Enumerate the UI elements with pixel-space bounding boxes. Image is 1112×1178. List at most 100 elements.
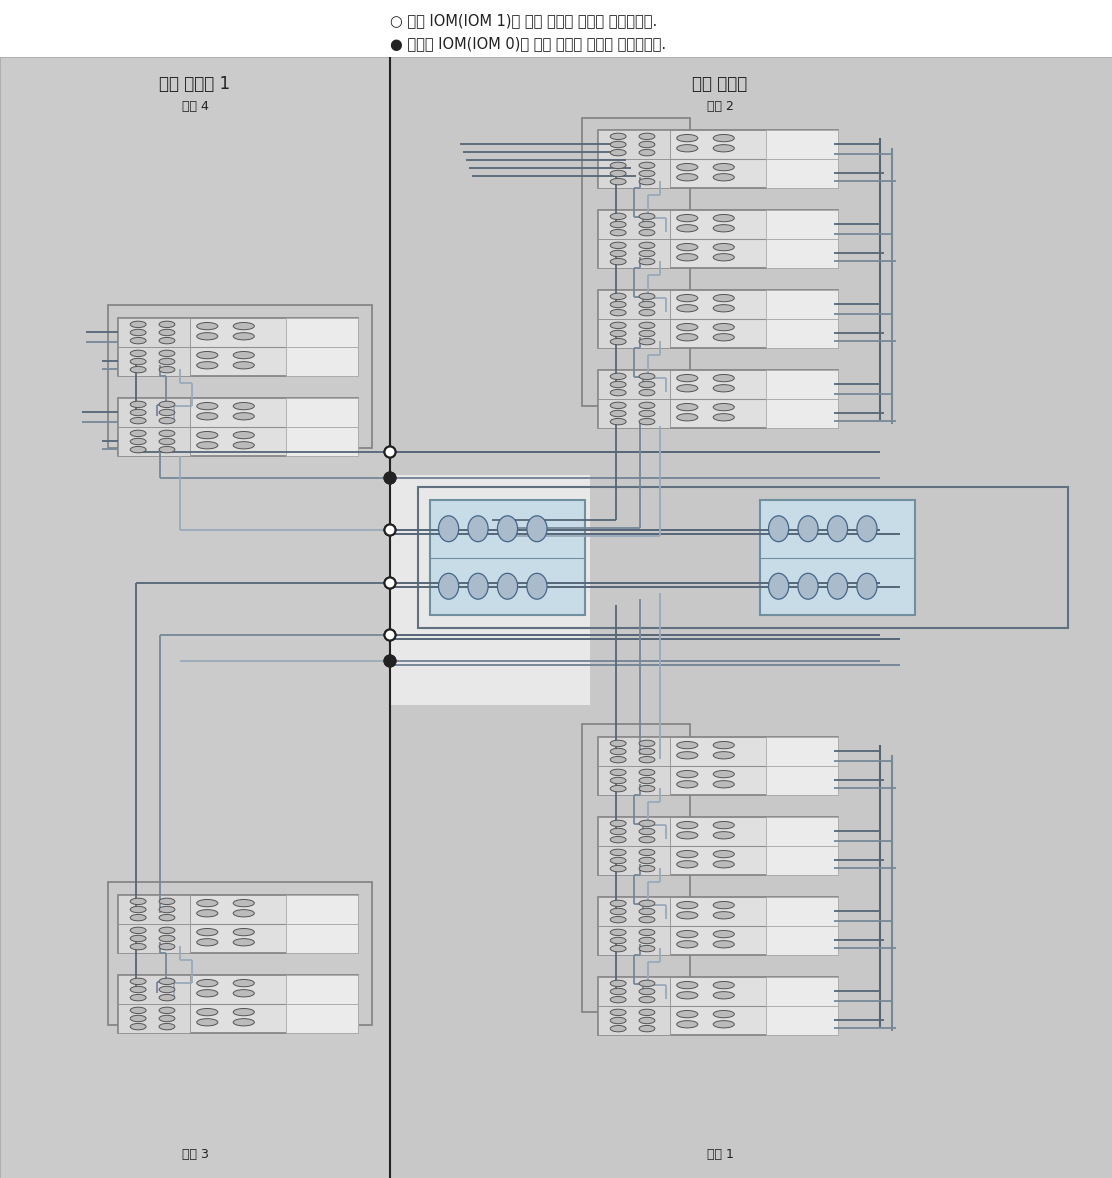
Ellipse shape bbox=[159, 1015, 175, 1021]
Ellipse shape bbox=[713, 385, 734, 392]
Bar bbox=[390, 57, 1112, 1178]
Ellipse shape bbox=[677, 253, 698, 260]
Ellipse shape bbox=[610, 390, 626, 396]
Ellipse shape bbox=[234, 939, 255, 946]
Ellipse shape bbox=[639, 230, 655, 236]
Ellipse shape bbox=[497, 516, 517, 542]
Ellipse shape bbox=[639, 938, 655, 944]
Bar bbox=[598, 239, 671, 269]
Ellipse shape bbox=[713, 214, 734, 221]
Ellipse shape bbox=[713, 1020, 734, 1028]
Ellipse shape bbox=[159, 358, 175, 365]
Ellipse shape bbox=[639, 338, 655, 345]
Ellipse shape bbox=[713, 901, 734, 908]
Ellipse shape bbox=[610, 1018, 626, 1024]
Ellipse shape bbox=[639, 997, 655, 1002]
Ellipse shape bbox=[639, 382, 655, 388]
Bar bbox=[766, 319, 838, 348]
Ellipse shape bbox=[639, 171, 655, 177]
Bar bbox=[118, 895, 190, 924]
Ellipse shape bbox=[130, 986, 146, 993]
Ellipse shape bbox=[159, 994, 175, 1001]
Bar bbox=[598, 210, 671, 239]
Ellipse shape bbox=[857, 516, 877, 542]
Ellipse shape bbox=[610, 786, 626, 792]
Ellipse shape bbox=[677, 851, 698, 858]
Bar bbox=[766, 399, 838, 428]
Ellipse shape bbox=[713, 404, 734, 411]
Ellipse shape bbox=[130, 417, 146, 424]
Ellipse shape bbox=[159, 322, 175, 327]
Bar bbox=[108, 882, 373, 1025]
Ellipse shape bbox=[610, 756, 626, 763]
Ellipse shape bbox=[677, 901, 698, 908]
Ellipse shape bbox=[610, 858, 626, 863]
Ellipse shape bbox=[610, 410, 626, 417]
Ellipse shape bbox=[130, 1015, 146, 1021]
Bar bbox=[286, 1004, 358, 1033]
Ellipse shape bbox=[130, 446, 146, 452]
Ellipse shape bbox=[159, 986, 175, 993]
Ellipse shape bbox=[677, 173, 698, 181]
Bar bbox=[286, 348, 358, 376]
Ellipse shape bbox=[197, 323, 218, 330]
Ellipse shape bbox=[639, 1025, 655, 1032]
Bar bbox=[118, 924, 190, 953]
Ellipse shape bbox=[234, 412, 255, 419]
Ellipse shape bbox=[130, 430, 146, 437]
Ellipse shape bbox=[159, 330, 175, 336]
Ellipse shape bbox=[639, 1018, 655, 1024]
Ellipse shape bbox=[677, 992, 698, 999]
Ellipse shape bbox=[639, 740, 655, 747]
Ellipse shape bbox=[234, 323, 255, 330]
Ellipse shape bbox=[610, 302, 626, 307]
Ellipse shape bbox=[713, 294, 734, 302]
Bar bbox=[598, 399, 671, 428]
Ellipse shape bbox=[159, 906, 175, 913]
Ellipse shape bbox=[639, 390, 655, 396]
Ellipse shape bbox=[713, 324, 734, 331]
Circle shape bbox=[385, 655, 396, 667]
Ellipse shape bbox=[610, 141, 626, 147]
Ellipse shape bbox=[159, 430, 175, 437]
Circle shape bbox=[385, 577, 396, 589]
Ellipse shape bbox=[639, 858, 655, 863]
Bar bbox=[598, 319, 671, 348]
Ellipse shape bbox=[159, 1007, 175, 1013]
Ellipse shape bbox=[857, 574, 877, 600]
Circle shape bbox=[385, 446, 396, 457]
Ellipse shape bbox=[639, 849, 655, 855]
Text: ● 아래쪽 IOM(IOM 0)에 대한 케이블 연결을 나타냅니다.: ● 아래쪽 IOM(IOM 0)에 대한 케이블 연결을 나타냅니다. bbox=[390, 37, 666, 51]
Ellipse shape bbox=[610, 938, 626, 944]
Ellipse shape bbox=[197, 1008, 218, 1015]
Ellipse shape bbox=[677, 941, 698, 948]
Ellipse shape bbox=[677, 294, 698, 302]
Ellipse shape bbox=[677, 832, 698, 839]
Ellipse shape bbox=[438, 574, 458, 600]
Ellipse shape bbox=[639, 836, 655, 842]
Circle shape bbox=[385, 629, 396, 641]
Ellipse shape bbox=[610, 310, 626, 316]
Ellipse shape bbox=[197, 351, 218, 359]
Ellipse shape bbox=[677, 145, 698, 152]
Ellipse shape bbox=[639, 302, 655, 307]
Ellipse shape bbox=[610, 250, 626, 257]
Ellipse shape bbox=[130, 350, 146, 357]
Ellipse shape bbox=[610, 230, 626, 236]
Ellipse shape bbox=[130, 438, 146, 444]
Ellipse shape bbox=[130, 337, 146, 344]
Bar bbox=[286, 318, 358, 348]
Ellipse shape bbox=[713, 941, 734, 948]
Bar bbox=[598, 977, 671, 1006]
Ellipse shape bbox=[234, 442, 255, 449]
Ellipse shape bbox=[234, 979, 255, 987]
Bar bbox=[766, 737, 838, 766]
Ellipse shape bbox=[713, 413, 734, 421]
Ellipse shape bbox=[197, 403, 218, 410]
Ellipse shape bbox=[677, 770, 698, 777]
Ellipse shape bbox=[159, 337, 175, 344]
Text: 체인 1: 체인 1 bbox=[706, 1149, 734, 1162]
Bar bbox=[598, 926, 671, 955]
Ellipse shape bbox=[639, 777, 655, 783]
Ellipse shape bbox=[130, 914, 146, 921]
